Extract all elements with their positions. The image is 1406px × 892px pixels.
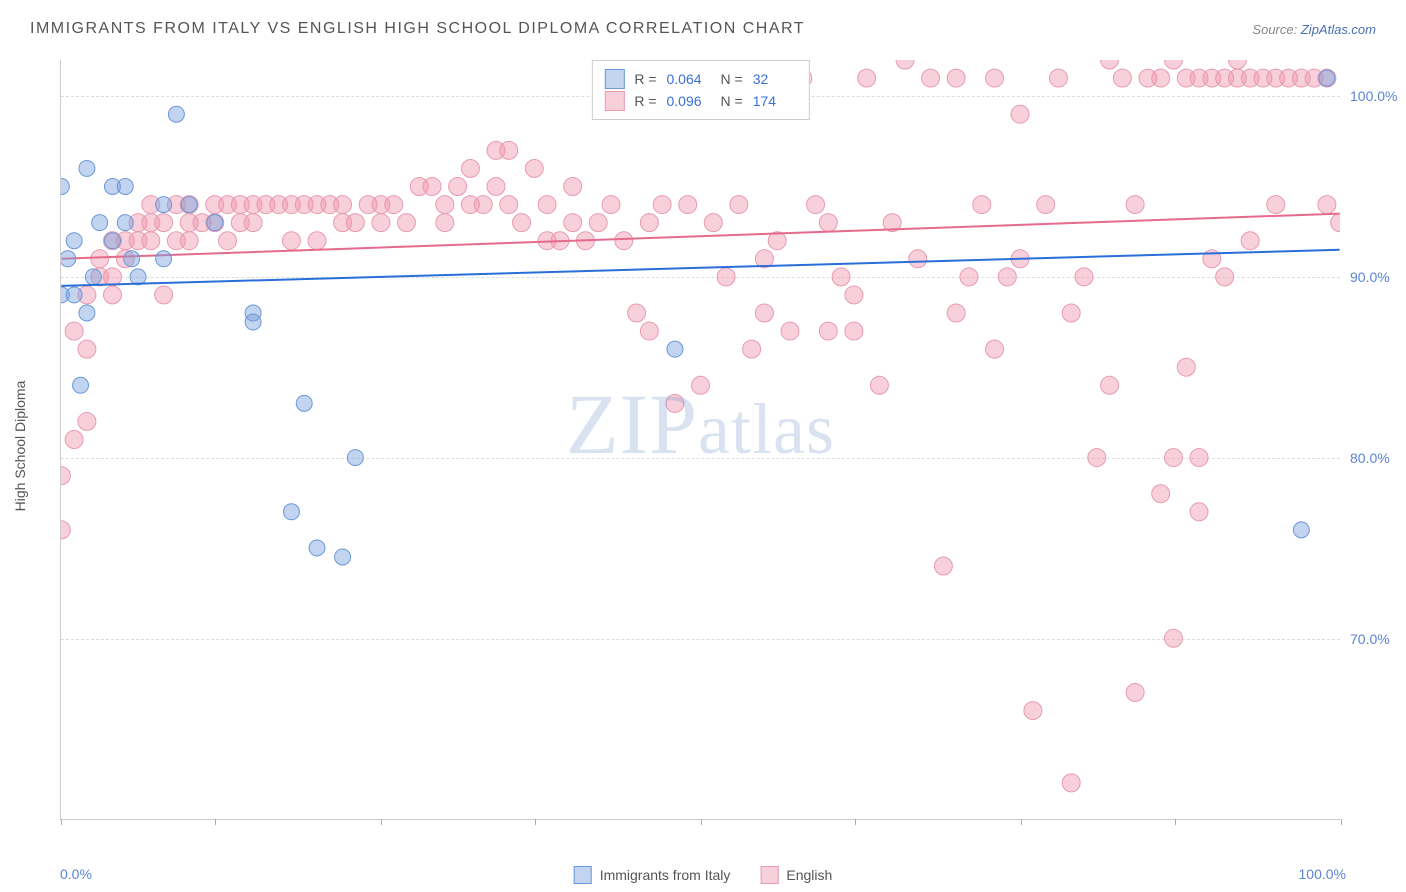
source-attribution: Source: ZipAtlas.com — [1252, 22, 1376, 37]
x-axis-max-label: 100.0% — [1299, 866, 1346, 882]
y-tick-label: 100.0% — [1350, 88, 1406, 104]
n-label: N = — [721, 71, 743, 87]
n-value-series1: 32 — [753, 71, 797, 87]
chart-title: IMMIGRANTS FROM ITALY VS ENGLISH HIGH SC… — [30, 20, 805, 38]
y-tick-label: 90.0% — [1350, 269, 1406, 285]
chart-plot-area: 70.0%80.0%90.0%100.0% R = 0.064 N = 32 R… — [60, 60, 1340, 820]
series-legend: Immigrants from Italy English — [574, 866, 833, 884]
n-value-series2: 174 — [753, 93, 797, 109]
correlation-legend: R = 0.064 N = 32 R = 0.096 N = 174 — [591, 60, 809, 120]
r-label: R = — [634, 71, 656, 87]
n-label: N = — [721, 93, 743, 109]
source-label: Source: — [1252, 22, 1297, 37]
r-value-series1: 0.064 — [667, 71, 711, 87]
source-link[interactable]: ZipAtlas.com — [1301, 22, 1376, 37]
legend-swatch-series2 — [604, 91, 624, 111]
y-axis-label: High School Diploma — [12, 381, 28, 512]
y-tick-label: 80.0% — [1350, 450, 1406, 466]
y-tick-label: 70.0% — [1350, 631, 1406, 647]
r-label: R = — [634, 93, 656, 109]
legend-swatch-english — [760, 866, 778, 884]
legend-label-english: English — [786, 867, 832, 883]
legend-swatch-italy — [574, 866, 592, 884]
x-axis-min-label: 0.0% — [60, 866, 92, 882]
legend-label-italy: Immigrants from Italy — [600, 867, 731, 883]
legend-swatch-series1 — [604, 69, 624, 89]
r-value-series2: 0.096 — [667, 93, 711, 109]
